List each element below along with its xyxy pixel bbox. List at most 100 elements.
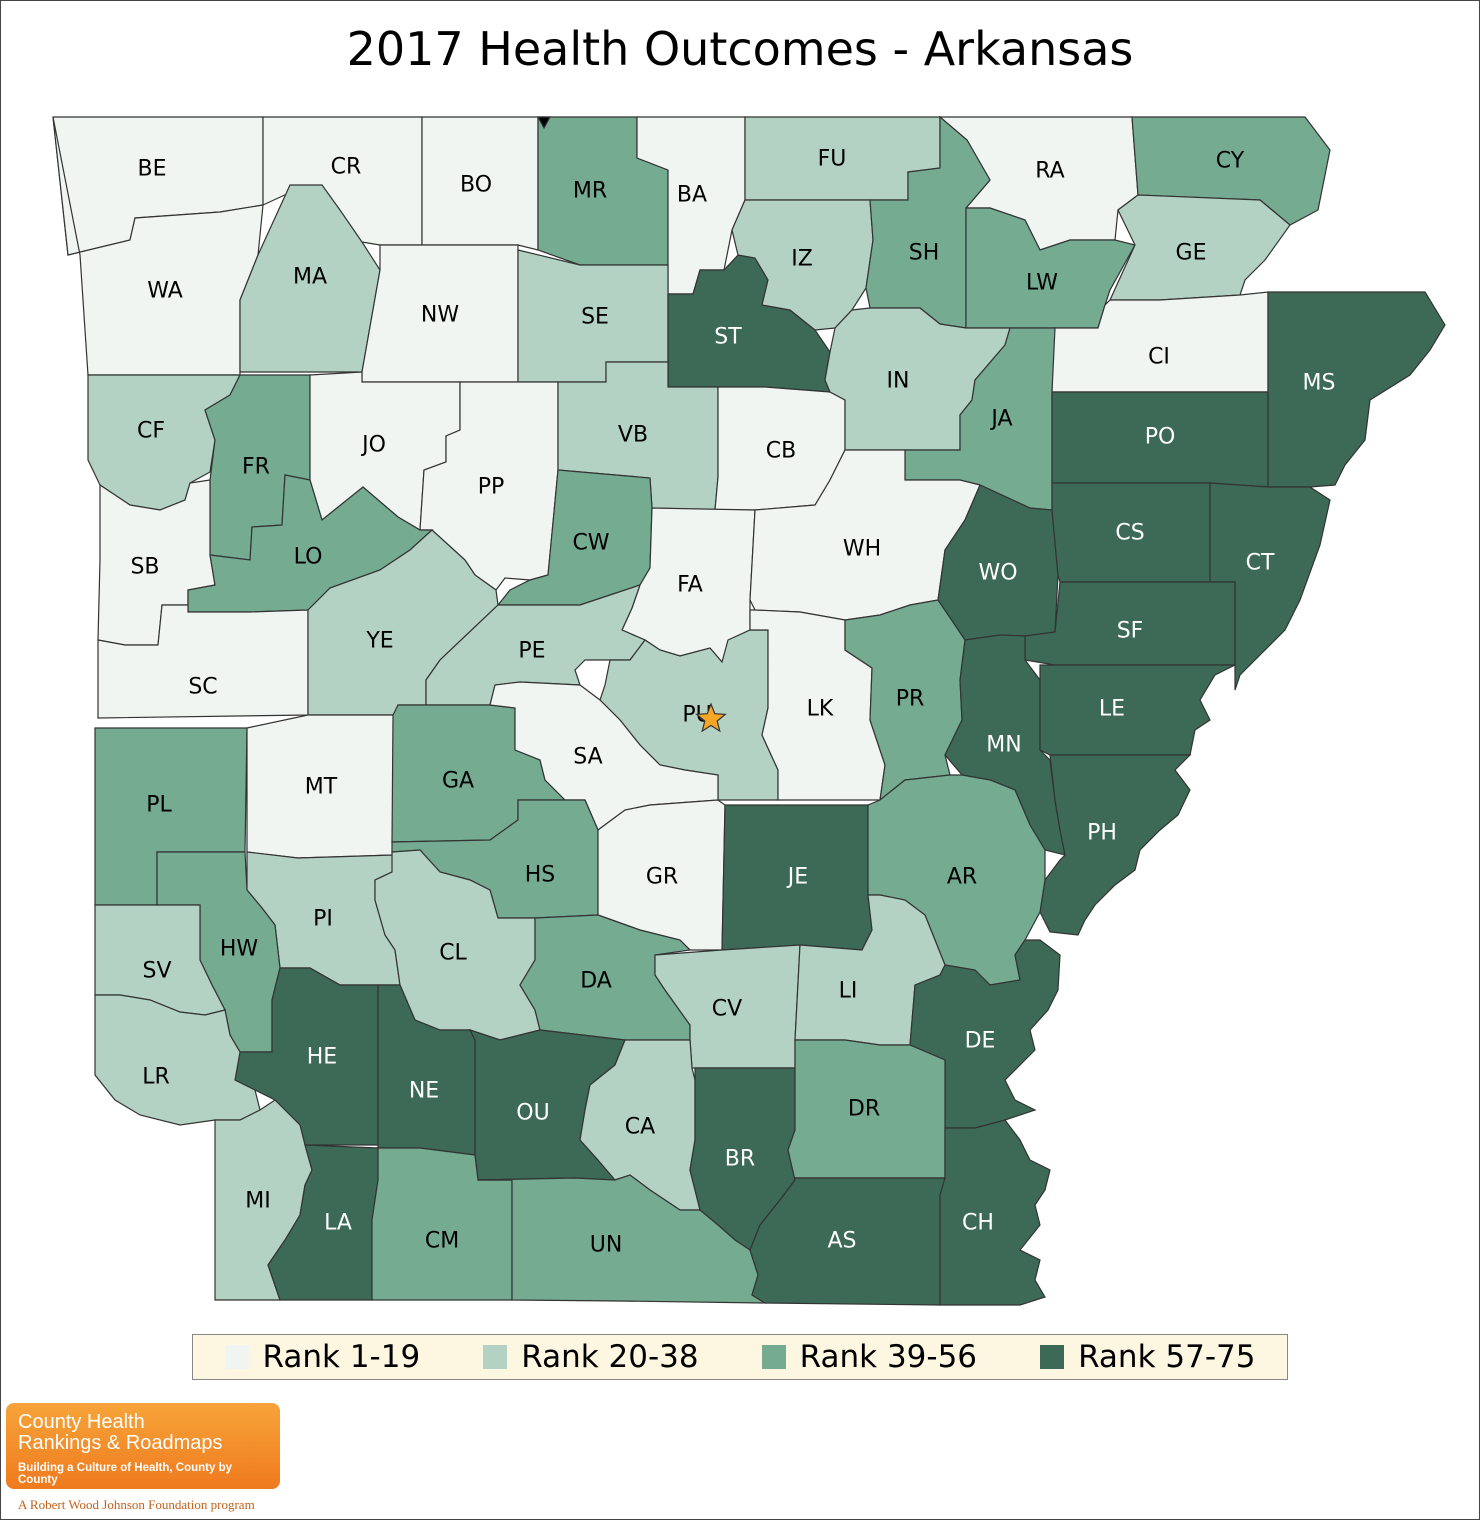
legend-item-rank-1-19: Rank 1-19 bbox=[224, 1339, 421, 1375]
county-label-pi: PI bbox=[313, 907, 333, 932]
county-label-ye: YE bbox=[365, 629, 393, 654]
county-label-vb: VB bbox=[618, 423, 648, 448]
county-label-ra: RA bbox=[1035, 159, 1064, 184]
county-label-ge: GE bbox=[1176, 241, 1207, 266]
county-label-cr: CR bbox=[331, 155, 362, 180]
county-lr bbox=[94, 994, 261, 1126]
county-label-ja: JA bbox=[989, 407, 1012, 432]
logo-tagline: Building a Culture of Health, County by … bbox=[18, 1462, 233, 1486]
county-bo bbox=[421, 116, 539, 251]
county-label-ms: MS bbox=[1303, 371, 1336, 396]
county-label-pr: PR bbox=[896, 687, 925, 712]
county-health-rankings-logo: County Health Rankings & Roadmaps Buildi… bbox=[6, 1403, 280, 1489]
county-label-cw: CW bbox=[572, 531, 609, 556]
county-label-ar: AR bbox=[947, 865, 977, 890]
county-label-fa: FA bbox=[677, 573, 703, 598]
county-sc bbox=[97, 604, 309, 719]
county-label-lw: LW bbox=[1026, 271, 1058, 296]
county-label-sh: SH bbox=[909, 241, 940, 266]
county-label-wa: WA bbox=[147, 279, 183, 304]
county-label-mi: MI bbox=[245, 1189, 270, 1214]
county-label-cb: CB bbox=[766, 439, 796, 464]
county-label-mt: MT bbox=[305, 775, 338, 800]
county-le bbox=[1039, 664, 1236, 756]
county-label-sv: SV bbox=[142, 959, 171, 984]
county-label-mn: MN bbox=[986, 733, 1021, 758]
county-label-mr: MR bbox=[573, 179, 607, 204]
county-label-sf: SF bbox=[1117, 619, 1144, 644]
county-label-jo: JO bbox=[360, 433, 386, 458]
county-label-nw: NW bbox=[421, 303, 459, 328]
county-label-fu: FU bbox=[818, 147, 847, 172]
county-label-sc: SC bbox=[188, 675, 217, 700]
county-label-se: SE bbox=[581, 305, 609, 330]
logo-line-1: County Health bbox=[18, 1411, 145, 1433]
county-label-bo: BO bbox=[460, 173, 492, 198]
legend-label-rank-1-19: Rank 1-19 bbox=[262, 1339, 421, 1375]
county-label-ch: CH bbox=[962, 1211, 994, 1236]
legend-swatch-rank-20-38 bbox=[483, 1345, 508, 1369]
county-label-ph: PH bbox=[1087, 821, 1117, 846]
county-label-br: BR bbox=[725, 1147, 755, 1172]
county-label-da: DA bbox=[580, 969, 612, 994]
county-label-ci: CI bbox=[1148, 345, 1170, 370]
county-label-pl: PL bbox=[146, 793, 172, 818]
county-ma bbox=[239, 184, 381, 373]
county-label-be: BE bbox=[138, 157, 167, 182]
county-label-in: IN bbox=[887, 369, 910, 394]
county-label-ou: OU bbox=[516, 1101, 549, 1126]
county-label-pe: PE bbox=[518, 639, 545, 664]
county-sf bbox=[1024, 581, 1236, 666]
county-labels: BE CR BO MR BA FU RA CY WA MA NW SE ST IZ SH LW GE CI MS CF… bbox=[130, 147, 1335, 1258]
county-label-cm: CM bbox=[425, 1229, 459, 1254]
county-label-wh: WH bbox=[843, 537, 881, 562]
county-label-de: DE bbox=[965, 1029, 996, 1054]
logo-line-2: Rankings & Roadmaps bbox=[18, 1432, 223, 1454]
county-label-hs: HS bbox=[525, 863, 556, 888]
county-label-ne: NE bbox=[409, 1079, 439, 1104]
county-pr bbox=[844, 599, 966, 802]
county-label-dr: DR bbox=[848, 1097, 880, 1122]
county-label-cs: CS bbox=[1115, 521, 1144, 546]
county-wa bbox=[52, 116, 264, 376]
legend-item-rank-20-38: Rank 20-38 bbox=[483, 1339, 699, 1375]
county-label-ct: CT bbox=[1246, 551, 1275, 576]
legend-label-rank-20-38: Rank 20-38 bbox=[521, 1339, 699, 1375]
county-label-cv: CV bbox=[712, 997, 742, 1022]
county-ge bbox=[1109, 194, 1291, 301]
county-label-le: LE bbox=[1099, 697, 1125, 722]
county-ch bbox=[939, 1119, 1051, 1306]
legend-swatch-rank-1-19 bbox=[224, 1345, 249, 1369]
legend-label-rank-39-56: Rank 39-56 bbox=[799, 1339, 978, 1375]
county-shapes bbox=[52, 115, 1446, 1306]
county-label-wo: WO bbox=[978, 561, 1017, 586]
county-ms bbox=[1267, 291, 1446, 488]
county-label-po: PO bbox=[1145, 425, 1176, 450]
county-label-sb: SB bbox=[130, 555, 159, 580]
legend-item-rank-39-56: Rank 39-56 bbox=[761, 1339, 978, 1375]
legend: Rank 1-19 Rank 20-38 Rank 39-56 Rank 57-… bbox=[192, 1334, 1288, 1380]
county-label-lk: LK bbox=[807, 697, 834, 722]
legend-label-rank-57-75: Rank 57-75 bbox=[1078, 1339, 1256, 1375]
county-label-ba: BA bbox=[677, 183, 707, 208]
county-un bbox=[477, 1174, 768, 1304]
county-label-ga: GA bbox=[442, 769, 474, 794]
county-label-la: LA bbox=[324, 1211, 352, 1236]
county-ph bbox=[1039, 754, 1192, 936]
footnote: A Robert Wood Johnson Foundation program bbox=[18, 1497, 255, 1512]
county-label-cf: CF bbox=[137, 419, 165, 444]
legend-swatch-rank-57-75 bbox=[1040, 1345, 1065, 1369]
legend-item-rank-57-75: Rank 57-75 bbox=[1040, 1339, 1255, 1375]
county-label-iz: IZ bbox=[791, 247, 813, 272]
county-label-gr: GR bbox=[646, 865, 678, 890]
county-label-je: JE bbox=[786, 865, 808, 890]
county-label-hw: HW bbox=[220, 937, 259, 962]
county-label-as: AS bbox=[827, 1229, 856, 1254]
county-label-lr: LR bbox=[142, 1065, 170, 1090]
county-label-he: HE bbox=[307, 1045, 337, 1070]
county-label-ca: CA bbox=[625, 1115, 655, 1140]
county-label-un: UN bbox=[590, 1233, 623, 1258]
map-title: 2017 Health Outcomes - Arkansas bbox=[346, 22, 1134, 76]
star-icon bbox=[695, 702, 727, 733]
